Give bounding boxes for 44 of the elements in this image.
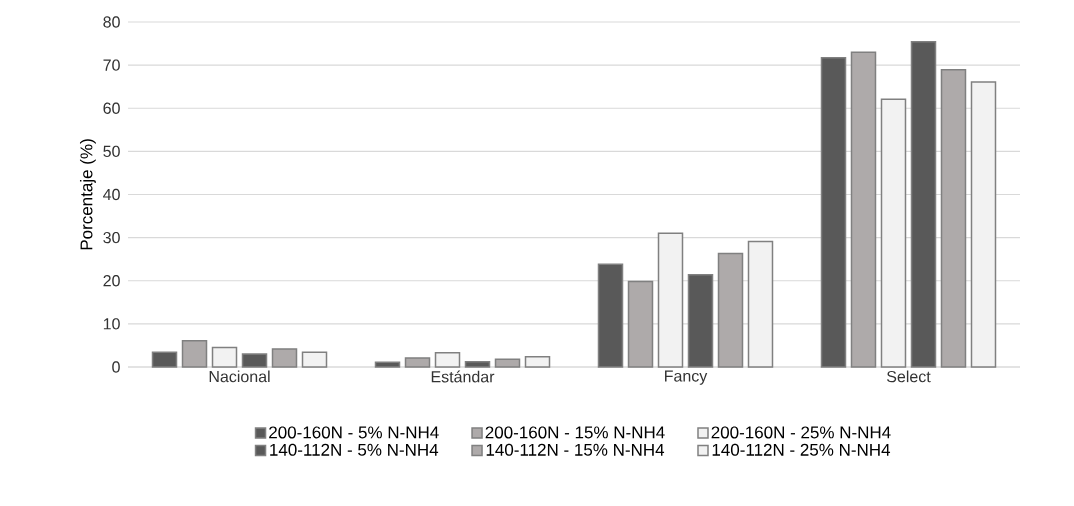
bar (301, 351, 328, 368)
bar (524, 355, 551, 368)
legend-label: 200-160N - 15% N-NH4 (485, 426, 665, 439)
bar (850, 51, 877, 368)
bar (211, 346, 238, 368)
bar (747, 240, 774, 368)
y-tick-label: 40 (103, 188, 120, 201)
x-tick-label: Fancy (665, 370, 708, 385)
bar (970, 81, 997, 368)
bar (181, 339, 208, 368)
bar (910, 41, 937, 368)
bar (404, 357, 431, 368)
y-tick-label: 70 (103, 59, 120, 71)
bar (151, 351, 178, 368)
y-tick-label: 60 (103, 102, 120, 114)
x-tick-label: Estándar (431, 370, 495, 383)
legend-label: 140-112N - 15% N-NH4 (486, 443, 665, 456)
bar (880, 98, 907, 368)
bar (687, 273, 714, 368)
legend-label: 140-112N - 5% N-NH4 (270, 443, 439, 456)
bar (717, 252, 744, 368)
bar (271, 348, 298, 368)
bar (494, 358, 521, 368)
bar (597, 263, 624, 368)
legend-label: 200-160N - 5% N-NH4 (269, 426, 439, 439)
x-tick-label: Nacional (209, 370, 270, 383)
y-tick-label: 50 (103, 145, 120, 158)
bar (464, 361, 491, 368)
bar (820, 57, 847, 368)
y-axis-title: Porcentaje (%) (79, 139, 96, 250)
y-tick-label: 30 (103, 231, 120, 244)
bar (434, 352, 461, 368)
y-tick-label: 0 (112, 361, 120, 373)
bar (627, 280, 654, 368)
legend-label: 200-160N - 25% N-NH4 (711, 426, 891, 439)
bar (940, 69, 967, 368)
y-tick-label: 80 (103, 16, 120, 28)
bar (374, 361, 401, 368)
bar (241, 353, 268, 368)
legend-label: 140-112N - 25% N-NH4 (712, 443, 891, 456)
y-tick-label: 20 (103, 275, 120, 287)
bar (657, 232, 684, 368)
x-tick-label: Select (886, 370, 931, 383)
y-tick-label: 10 (103, 318, 120, 330)
